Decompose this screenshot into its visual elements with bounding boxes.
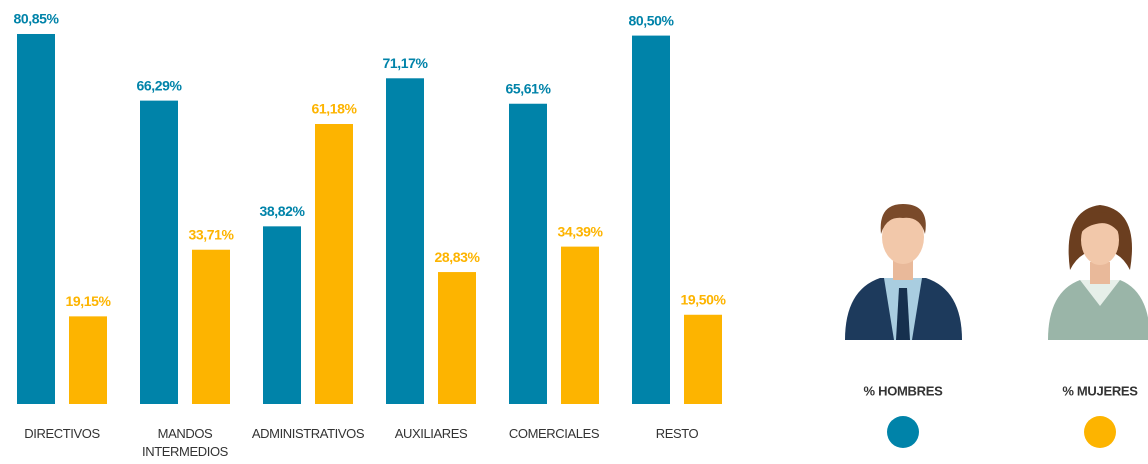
value-label: 38,82% [259, 203, 305, 219]
x-tick-label: AUXILIARES [394, 426, 468, 441]
value-label: 34,39% [557, 223, 603, 239]
x-tick-label: DIRECTIVOS [24, 426, 100, 441]
value-label: 28,83% [434, 249, 480, 265]
value-label: 80,50% [628, 12, 674, 28]
bar [386, 78, 424, 404]
bar [192, 249, 230, 404]
bar [140, 100, 178, 404]
bar [684, 314, 722, 404]
bar [438, 272, 476, 404]
bar [632, 35, 670, 404]
legend-swatch [1084, 416, 1116, 448]
bar [69, 316, 107, 404]
legend-label: % HOMBRES [864, 383, 944, 398]
bar [509, 103, 547, 404]
woman-icon [1048, 205, 1148, 340]
value-label: 19,15% [65, 293, 111, 309]
bar [315, 124, 353, 404]
x-tick-label: COMERCIALES [508, 426, 600, 441]
value-label: 65,61% [505, 80, 551, 96]
value-label: 33,71% [188, 226, 234, 242]
bar [17, 33, 55, 405]
x-tick-label: MANDOS INTERMEDIOS [142, 426, 228, 459]
bar [561, 246, 599, 404]
legend-swatch [887, 416, 919, 448]
value-label: 71,17% [382, 55, 428, 71]
value-label: 80,85% [13, 11, 59, 27]
x-tick-label: ADMINISTRATIVOS [251, 426, 365, 441]
man-icon [845, 204, 962, 340]
value-label: 66,29% [136, 77, 182, 93]
value-label: 19,50% [680, 291, 726, 307]
x-tick-label: RESTO [655, 426, 699, 441]
legend-label: % MUJERES [1062, 383, 1138, 398]
value-label: 61,18% [311, 101, 357, 117]
bar [263, 226, 301, 404]
